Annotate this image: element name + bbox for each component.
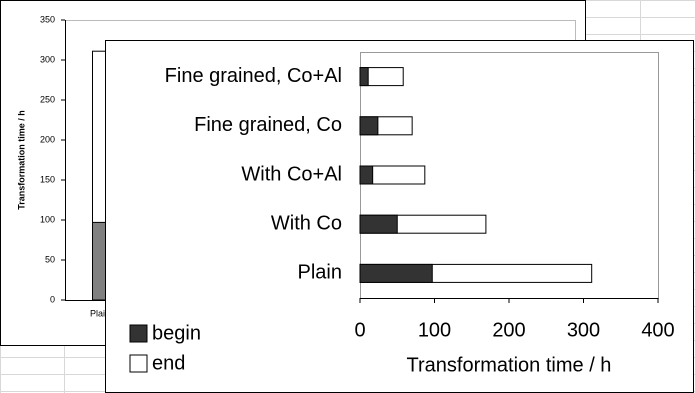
y-tick-label: 300 [40, 54, 55, 64]
x-tick-label: 300 [567, 319, 600, 341]
category-label: With Co+Al [241, 163, 342, 185]
bar [359, 263, 433, 283]
x-tick-label: 0 [354, 319, 365, 341]
x-tick-label: 400 [641, 319, 674, 341]
x-tick-label: Plain [90, 308, 110, 318]
legend-label: begin [152, 322, 201, 344]
x-tick-label: 100 [418, 319, 451, 341]
x-axis-title: Transformation time / h [407, 354, 612, 376]
bar [359, 67, 369, 87]
x-tick-label: 200 [492, 319, 525, 341]
legend-swatch [129, 354, 148, 373]
legend-label: end [152, 352, 185, 374]
legend-swatch [129, 324, 148, 343]
y-tick-label: 50 [45, 254, 55, 264]
y-axis-title: Transformation time / h [16, 110, 26, 210]
front-chart: 0 100 200 300 400 Fine grained, Co+Al Fine gra… [105, 40, 694, 393]
y-tick-label: 0 [50, 294, 55, 304]
bar [359, 165, 374, 185]
category-label: With Co [271, 212, 342, 234]
y-tick-label: 250 [40, 94, 55, 104]
category-label: Fine grained, Co+Al [165, 65, 342, 87]
y-tick-label: 200 [40, 134, 55, 144]
y-tick-label: 350 [40, 14, 55, 24]
y-tick-label: 100 [40, 214, 55, 224]
category-label: Plain [298, 262, 342, 284]
y-tick-label: 150 [40, 174, 55, 184]
bar [359, 116, 379, 136]
bar [359, 214, 398, 234]
category-label: Fine grained, Co [194, 114, 342, 136]
